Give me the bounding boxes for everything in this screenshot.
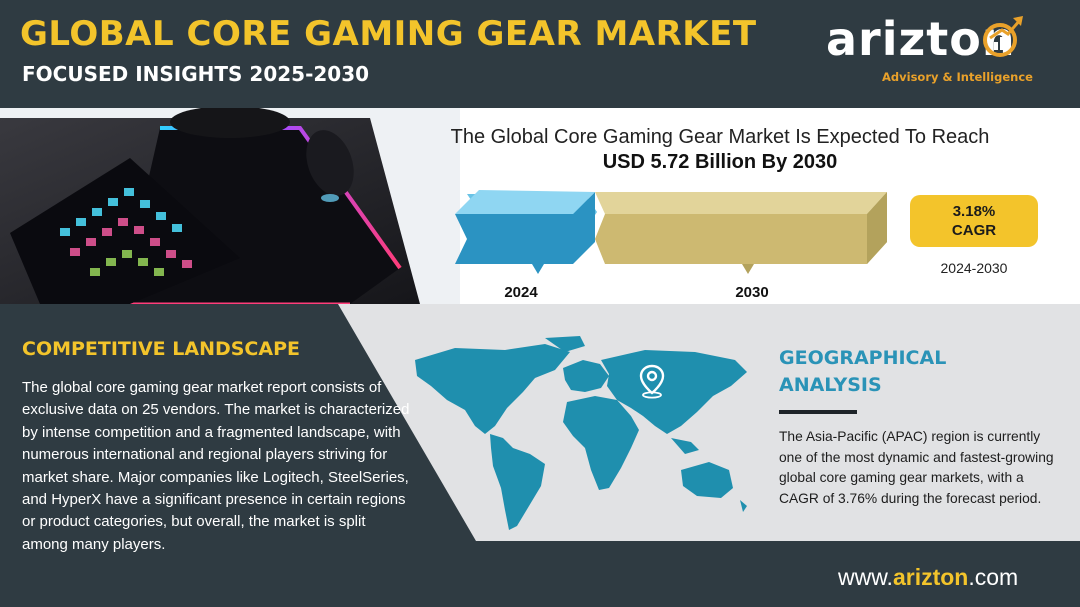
url-suffix: .com [968,564,1019,590]
cagr-value: 3.18% [952,203,996,220]
market-growth-bars [455,190,887,274]
arizton-logo[interactable]: arizton Advisory & Intelligence [826,12,1046,90]
page-title: GLOBAL CORE GAMING GEAR MARKET [20,14,757,54]
heading-divider [779,410,857,414]
page-subtitle: FOCUSED INSIGHTS 2025-2030 [22,62,370,86]
logo-tagline: Advisory & Intelligence [882,70,1033,84]
competitive-landscape-text: The global core gaming gear market repor… [22,379,410,553]
gaming-keyboard-image [0,108,460,304]
forecast-value: USD 5.72 Billion By 2030 [602,151,838,173]
geo-heading-line1: GEOGRAPHICAL [779,347,947,369]
website-link[interactable]: www.arizton.com [838,564,1018,591]
bar-label-2024: 2024 [504,284,538,301]
cagr-period: 2024-2030 [940,260,1008,276]
competitive-landscape-heading: COMPETITIVE LANDSCAPE [22,338,300,360]
location-pin-icon [639,364,665,399]
world-map-image [415,336,747,530]
url-prefix: www. [838,564,893,590]
cagr-badge: 3.18% CAGR [910,195,1038,247]
geographical-analysis-heading: GEOGRAPHICAL ANALYSIS [779,345,946,399]
bar-label-2030: 2030 [735,284,769,301]
bar-2024 [455,190,597,264]
url-brand: arizton [892,564,969,590]
geographical-analysis-text: The Asia-Pacific (APAC) region is curren… [779,429,1054,506]
bar-2030 [595,192,887,264]
geo-heading-line2: ANALYSIS [779,374,882,396]
forecast-headline: The Global Core Gaming Gear Market Is Ex… [450,126,990,148]
growth-arrow-icon [983,16,1023,57]
header-banner [0,0,1080,108]
cagr-label: CAGR [951,222,997,239]
